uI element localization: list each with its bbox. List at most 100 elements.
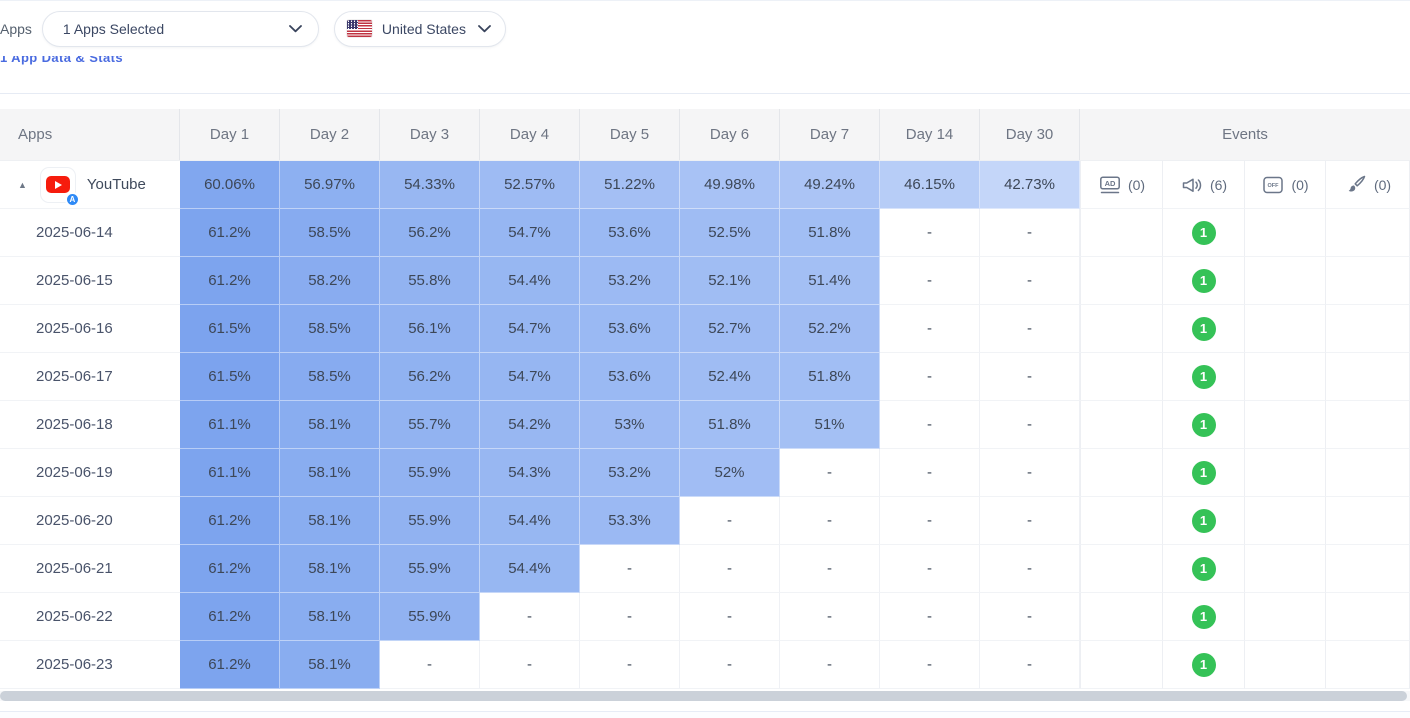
retention-cell: -	[880, 353, 980, 401]
event-count-badge[interactable]: 1	[1191, 556, 1216, 581]
date-cell: 2025-06-18	[0, 401, 180, 449]
retention-cell: 61.2%	[180, 257, 280, 305]
event-cell-2	[1245, 641, 1326, 689]
retention-cell: -	[980, 257, 1080, 305]
collapse-arrow-icon[interactable]: ▲	[18, 179, 27, 190]
app-cell[interactable]: ▲ A YouTube	[0, 161, 180, 209]
event-count-badge[interactable]: 1	[1191, 220, 1216, 245]
event-count: (0)	[1127, 176, 1146, 193]
event-count-badge[interactable]: 1	[1191, 268, 1216, 293]
country-select[interactable]: United States	[333, 10, 506, 47]
date-cell: 2025-06-17	[0, 353, 180, 401]
retention-cell: -	[780, 449, 880, 497]
retention-cell: 58.5%	[280, 209, 380, 257]
table-row: 2025-06-18 61.1% 58.1% 55.7% 54.2% 53% 51.8% 51…	[0, 401, 1410, 449]
clipped-heading-text: 1 App Data & Stats	[0, 56, 124, 65]
retention-cell: 61.2%	[180, 641, 280, 689]
paintbrush-icon	[1344, 173, 1368, 197]
event-cell-1: 1	[1163, 449, 1245, 497]
retention-cell: -	[680, 641, 780, 689]
retention-cell: 52.5%	[680, 209, 780, 257]
date-cell: 2025-06-23	[0, 641, 180, 689]
apps-select-value: 1 Apps Selected	[62, 20, 165, 37]
us-flag-icon	[346, 20, 372, 37]
retention-cell: -	[980, 305, 1080, 353]
retention-cell: 58.1%	[280, 593, 380, 641]
retention-cell: -	[880, 497, 980, 545]
retention-cell: 53%	[580, 401, 680, 449]
date-cell: 2025-06-19	[0, 449, 180, 497]
event-count-badge[interactable]: 1	[1191, 604, 1216, 629]
event-count-badge[interactable]: 1	[1191, 460, 1216, 485]
table-row: 2025-06-16 61.5% 58.5% 56.1% 54.7% 53.6% 52.7%…	[0, 305, 1410, 353]
retention-cell: 52.4%	[680, 353, 780, 401]
column-header-day-day-2: Day 2	[280, 109, 380, 160]
event-count-badge[interactable]: 1	[1191, 412, 1216, 437]
event-cell-0	[1080, 353, 1163, 401]
event-cell-3	[1326, 305, 1410, 353]
table-row: 2025-06-19 61.1% 58.1% 55.9% 54.3% 53.2% 52% - -…	[0, 449, 1410, 497]
event-count-badge[interactable]: 1	[1191, 508, 1216, 533]
event-cell-1: 1	[1163, 593, 1245, 641]
retention-cell: 42.73%	[980, 161, 1080, 209]
table-row: 2025-06-17 61.5% 58.5% 56.2% 54.7% 53.6% 52.4%…	[0, 353, 1410, 401]
event-count-badge[interactable]: 1	[1191, 364, 1216, 389]
retention-cell: -	[980, 545, 1080, 593]
column-header-events: Events	[1222, 126, 1268, 143]
apps-select[interactable]: 1 Apps Selected	[41, 10, 319, 47]
column-header-apps: Apps	[0, 109, 180, 160]
retention-cell: -	[880, 257, 980, 305]
retention-cell: -	[880, 449, 980, 497]
date-cell: 2025-06-20	[0, 497, 180, 545]
event-cell-1: 1	[1163, 401, 1245, 449]
retention-cell: 61.2%	[180, 545, 280, 593]
retention-cell: -	[880, 641, 980, 689]
event-count-badge[interactable]: 1	[1191, 316, 1216, 341]
retention-cell: 53.6%	[580, 305, 680, 353]
retention-cell: 55.9%	[380, 593, 480, 641]
horizontal-scrollbar-thumb[interactable]	[0, 691, 1407, 701]
svg-text:AD: AD	[1105, 178, 1116, 187]
retention-cell: -	[780, 497, 880, 545]
retention-cell: 61.1%	[180, 449, 280, 497]
youtube-logo	[45, 176, 70, 193]
table-row: 2025-06-15 61.2% 58.2% 55.8% 54.4% 53.2% 52.1%…	[0, 257, 1410, 305]
column-header-day-day-1: Day 1	[180, 109, 280, 160]
event-cell-2	[1245, 353, 1326, 401]
retention-cell: -	[680, 497, 780, 545]
retention-cell: -	[780, 593, 880, 641]
retention-cell: 54.2%	[480, 401, 580, 449]
app-row: ▲ A YouTube 60.06% 56.97% 54.33% 52.57% 51.22% 4…	[0, 161, 1410, 209]
event-count-badge[interactable]: 1	[1191, 652, 1216, 677]
event-cell-3	[1326, 449, 1410, 497]
chevron-down-icon	[478, 24, 491, 33]
date-cell: 2025-06-14	[0, 209, 180, 257]
next-section-edge	[0, 711, 1410, 718]
retention-cell: 58.1%	[280, 641, 380, 689]
column-header-day-day-6: Day 6	[680, 109, 780, 160]
retention-cell: 53.6%	[580, 209, 680, 257]
app-name: YouTube	[86, 176, 146, 193]
event-summary-cell-2[interactable]: OFF (0)	[1245, 161, 1326, 209]
retention-cell: -	[780, 545, 880, 593]
retention-cell: 51.8%	[680, 401, 780, 449]
event-summary-cell-1[interactable]: (6)	[1163, 161, 1245, 209]
event-summary-cell-0[interactable]: AD (0)	[1080, 161, 1163, 209]
table-row: 2025-06-21 61.2% 58.1% 55.9% 54.4% - - - - -1	[0, 545, 1410, 593]
retention-cell: 53.3%	[580, 497, 680, 545]
retention-cell: 55.7%	[380, 401, 480, 449]
retention-cell: -	[380, 641, 480, 689]
column-header-day-day-7: Day 7	[780, 109, 880, 160]
event-cell-3	[1326, 593, 1410, 641]
retention-cell: 56.1%	[380, 305, 480, 353]
event-cell-2	[1245, 401, 1326, 449]
retention-cell: 61.2%	[180, 593, 280, 641]
appstore-badge-icon: A	[64, 191, 80, 207]
event-summary-cell-3[interactable]: (0)	[1326, 161, 1410, 209]
date-cell: 2025-06-16	[0, 305, 180, 353]
event-cell-2	[1245, 593, 1326, 641]
event-cell-1: 1	[1163, 305, 1245, 353]
event-cell-0	[1080, 257, 1163, 305]
event-cell-3	[1326, 545, 1410, 593]
